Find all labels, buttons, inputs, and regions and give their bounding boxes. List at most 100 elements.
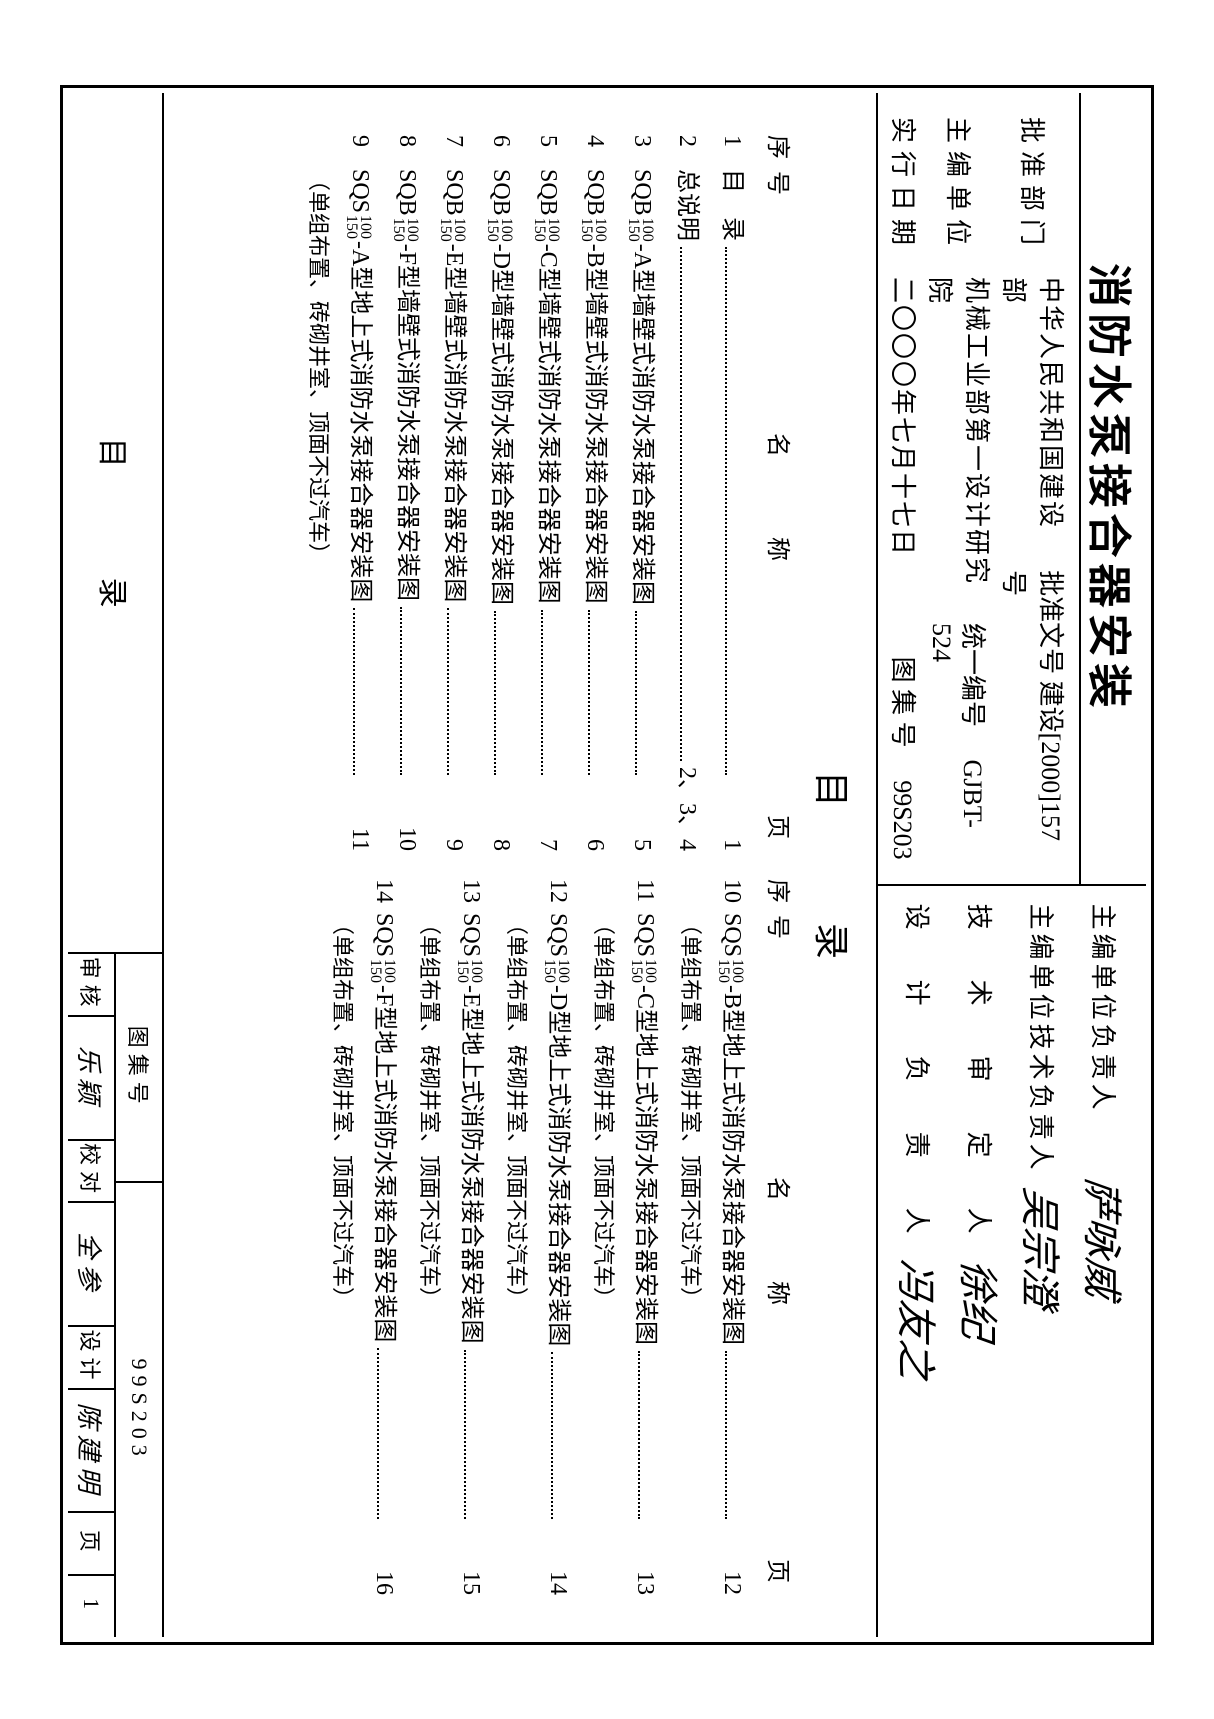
atlas-val: 99S203 bbox=[116, 1183, 162, 1637]
toc-name: SQB100150-E型墙壁式消防水泵接合器安装图 bbox=[438, 169, 475, 602]
toc-page: 13 bbox=[631, 1525, 658, 1595]
toc-name: 总说明 bbox=[673, 169, 708, 241]
toc-name: SQS100150-E型地上式消防水泵接合器安装图 bbox=[455, 913, 492, 1344]
toc-name: SQB100150-B型墙壁式消防水泵接合器安装图 bbox=[579, 169, 616, 604]
toc-name: SQS100150-F型地上式消防水泵接合器安装图 bbox=[368, 913, 405, 1342]
label: 实行日期 bbox=[886, 117, 923, 257]
toc-name: 目 录 bbox=[718, 169, 753, 241]
toc-page: 9 bbox=[440, 781, 467, 851]
sig-label: 设 计 负 责 人 bbox=[901, 904, 938, 1246]
approval-doc: 批准文号 建设[2000]157号 bbox=[997, 570, 1071, 860]
sig-label: 技 术 审 定 人 bbox=[963, 904, 1000, 1246]
toc-idx: 7 bbox=[440, 135, 467, 169]
toc-dots bbox=[725, 247, 727, 775]
meta-main-unit: 主编单位 机械工业部第一设计研究院 统一编号 GJBT-524 bbox=[923, 117, 997, 860]
page-val: 1 bbox=[68, 1576, 114, 1637]
toc-name: SQS100150-D型地上式消防水泵接合器安装图 bbox=[542, 913, 579, 1346]
toc-body: 序号 名 称 页 1目 录 12 总说明 2、3、4 3SQB100150-A型墙壁式消… bbox=[140, 93, 802, 1637]
toc-page: 11 bbox=[346, 781, 373, 851]
audit-val: 乐颖 bbox=[68, 1017, 114, 1141]
toc-column-right: 序号 名 称 页 10SQS100150-B型地上式消防水泵接合器安装图12（单… bbox=[140, 865, 798, 1609]
toc-line: 14SQS100150-F型地上式消防水泵接合器安装图16 bbox=[368, 879, 405, 1595]
footer-title: 目 录 bbox=[68, 93, 162, 954]
header-right-signatures: 主编单位负责人 萨咏威 主编单位技术负责人 吴宗澄 技 术 审 定 人 徐纪 设… bbox=[878, 886, 1146, 1637]
design-val: 陈建明 bbox=[68, 1390, 114, 1514]
label: 批准部门 bbox=[1016, 117, 1053, 257]
footer-top-row: 图集号 99S203 bbox=[114, 954, 162, 1637]
toc-sub-note: （单组布置、砖砌井室、顶面不过汽车） bbox=[589, 913, 621, 1595]
toc-idx: 13 bbox=[457, 879, 484, 913]
toc-dots bbox=[725, 1351, 727, 1519]
sig-label: 主编单位负责人 bbox=[1087, 904, 1124, 1164]
toc-page: 15 bbox=[457, 1525, 484, 1595]
toc-idx: 2 bbox=[673, 135, 700, 169]
toc-sub-note: （单组布置、砖砌井室、顶面不过汽车） bbox=[415, 913, 447, 1595]
toc-name: SQB100150-F型墙壁式消防水泵接合器安装图 bbox=[391, 169, 428, 601]
unified-no: 统一编号 GJBT-524 bbox=[927, 623, 994, 860]
label: 主编单位 bbox=[942, 117, 979, 257]
toc-sub-note: （单组布置、砖砌井室、顶面不过汽车） bbox=[676, 913, 708, 1595]
head-idx: 序号 bbox=[763, 879, 798, 951]
check-label: 校对 bbox=[68, 1141, 114, 1204]
header-row: 消防水泵接合器安装 批准部门 中华人民共和国建设部 批准文号 建设[2000]1… bbox=[876, 93, 1146, 1637]
page-frame: 消防水泵接合器安装 批准部门 中华人民共和国建设部 批准文号 建设[2000]1… bbox=[60, 85, 1154, 1645]
toc-idx: 12 bbox=[544, 879, 571, 913]
footer-right: 图集号 99S203 审核 乐颖 校对 全参 设计 陈建明 页 1 bbox=[68, 954, 162, 1637]
toc-idx: 3 bbox=[628, 135, 655, 169]
sig-row-1: 主编单位负责人 萨咏威 bbox=[1076, 904, 1134, 1619]
toc-idx: 4 bbox=[581, 135, 608, 169]
sig-value: 萨咏威 bbox=[1076, 1175, 1134, 1301]
sig-label: 主编单位技术负责人 bbox=[1025, 904, 1062, 1174]
meta-exec-date: 实行日期 二〇〇〇年七月十七日 图 集 号 99S203 bbox=[886, 117, 923, 860]
toc-col-head: 序号 名 称 页 bbox=[763, 879, 798, 1595]
atlas-no: 图 集 号 99S203 bbox=[886, 657, 923, 860]
toc-page: 6 bbox=[581, 781, 608, 851]
footer-bottom-row: 审核 乐颖 校对 全参 设计 陈建明 页 1 bbox=[68, 954, 114, 1637]
sig-row-3: 技 术 审 定 人 徐纪 bbox=[952, 904, 1010, 1619]
check-val: 全参 bbox=[68, 1203, 114, 1327]
toc-idx: 8 bbox=[393, 135, 420, 169]
toc-idx: 5 bbox=[534, 135, 561, 169]
toc-idx: 11 bbox=[631, 879, 658, 913]
meta-approval-dept: 批准部门 中华人民共和国建设部 批准文号 建设[2000]157号 bbox=[997, 117, 1071, 860]
toc-dots bbox=[447, 608, 449, 775]
toc-idx: 10 bbox=[718, 879, 745, 913]
toc-page: 10 bbox=[393, 781, 420, 851]
head-name: 名 称 bbox=[763, 207, 798, 815]
footer-row: 目 录 图集号 99S203 审核 乐颖 校对 全参 设计 陈建明 页 1 bbox=[68, 93, 164, 1637]
toc-line: 10SQS100150-B型地上式消防水泵接合器安装图12 bbox=[716, 879, 753, 1595]
toc-page: 16 bbox=[370, 1525, 397, 1595]
toc-line: 4SQB100150-B型墙壁式消防水泵接合器安装图 6 bbox=[579, 135, 616, 851]
toc-idx: 1 bbox=[718, 135, 745, 169]
head-idx: 序号 bbox=[763, 135, 798, 207]
toc-dots bbox=[551, 1352, 553, 1519]
sig-row-2: 主编单位技术负责人 吴宗澄 bbox=[1014, 904, 1072, 1619]
toc-dots bbox=[494, 611, 496, 775]
header-left: 消防水泵接合器安装 批准部门 中华人民共和国建设部 批准文号 建设[2000]1… bbox=[878, 93, 1146, 886]
toc-name: SQB100150-A型墙壁式消防水泵接合器安装图 bbox=[626, 169, 663, 605]
sig-row-4: 设 计 负 责 人 冯友之 bbox=[890, 904, 948, 1619]
toc-page: 5 bbox=[628, 781, 655, 851]
toc-dots bbox=[400, 607, 402, 775]
toc-page: 12 bbox=[718, 1525, 745, 1595]
toc-col-head: 序号 名 称 页 bbox=[763, 135, 798, 851]
toc-page: 14 bbox=[544, 1525, 571, 1595]
toc-sub-note: （单组布置、砖砌井室、顶面不过汽车） bbox=[328, 913, 360, 1595]
document-title: 消防水泵接合器安装 bbox=[1079, 93, 1146, 884]
toc-line: 6SQB100150-D型墙壁式消防水泵接合器安装图8 bbox=[485, 135, 522, 851]
meta-left: 批准部门 中华人民共和国建设部 批准文号 建设[2000]157号 主编单位 机… bbox=[878, 93, 1079, 884]
toc-heading: 目 录 bbox=[802, 93, 876, 1637]
sig-value: 冯友之 bbox=[890, 1257, 948, 1383]
toc-name: SQS100150-C型地上式消防水泵接合器安装图 bbox=[629, 913, 666, 1345]
sig-value: 徐纪 bbox=[952, 1257, 1010, 1343]
toc-line: 3SQB100150-A型墙壁式消防水泵接合器安装图 5 bbox=[626, 135, 663, 851]
toc-name: SQB100150-C型墙壁式消防水泵接合器安装图 bbox=[532, 169, 569, 604]
toc-line: 12SQS100150-D型地上式消防水泵接合器安装图 14 bbox=[542, 879, 579, 1595]
design-label: 设计 bbox=[68, 1327, 114, 1390]
toc-dots bbox=[353, 608, 355, 775]
atlas-label: 图集号 bbox=[116, 954, 162, 1183]
value: 机械工业部第一设计研究院 bbox=[923, 277, 997, 603]
toc-idx: 9 bbox=[346, 135, 373, 169]
toc-page: 2、3、4 bbox=[673, 767, 708, 851]
toc-idx: 6 bbox=[487, 135, 514, 169]
